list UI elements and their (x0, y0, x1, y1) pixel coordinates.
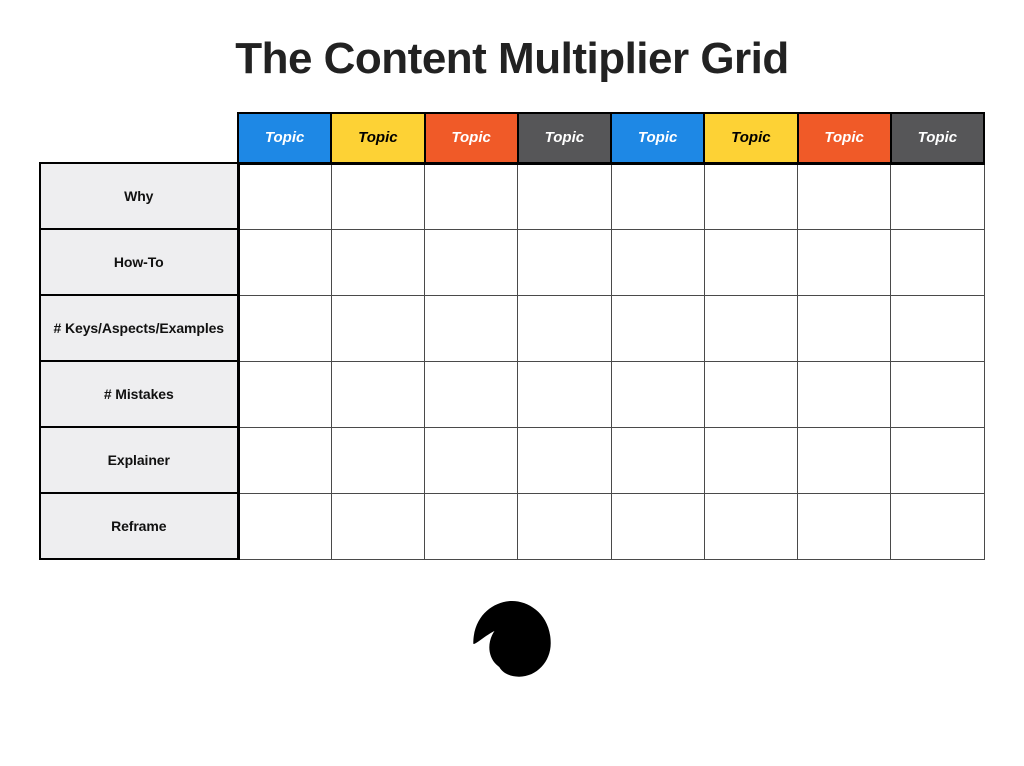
logo-icon (467, 594, 557, 682)
row-label: Why (40, 163, 238, 229)
grid-header-row: Topic Topic Topic Topic Topic Topic Topi… (40, 113, 984, 163)
grid-cell (331, 295, 424, 361)
grid-cell (798, 163, 891, 229)
grid-cell (891, 295, 984, 361)
row-label: How-To (40, 229, 238, 295)
grid-cell (518, 427, 611, 493)
grid-cell (331, 427, 424, 493)
grid-cell (518, 493, 611, 559)
grid-cell (238, 229, 331, 295)
grid-cell (238, 295, 331, 361)
grid-cell (425, 493, 518, 559)
grid-cell (238, 427, 331, 493)
grid-cell (331, 163, 424, 229)
grid-cell (891, 163, 984, 229)
grid-cell (704, 427, 797, 493)
row-label: # Keys/Aspects/Examples (40, 295, 238, 361)
grid-cell (798, 493, 891, 559)
grid-cell (425, 361, 518, 427)
grid-cell (891, 493, 984, 559)
table-row: # Keys/Aspects/Examples (40, 295, 984, 361)
grid-cell (238, 361, 331, 427)
grid-cell (798, 295, 891, 361)
grid-cell (611, 493, 704, 559)
topic-header: Topic (611, 113, 704, 163)
table-row: # Mistakes (40, 361, 984, 427)
grid-cell (611, 163, 704, 229)
grid-cell (518, 229, 611, 295)
grid-cell (798, 361, 891, 427)
topic-header: Topic (331, 113, 424, 163)
grid-cell (704, 295, 797, 361)
grid-cell (425, 295, 518, 361)
grid-cell (704, 163, 797, 229)
grid-cell (331, 493, 424, 559)
grid-cell (891, 427, 984, 493)
table-row: Explainer (40, 427, 984, 493)
grid-cell (611, 295, 704, 361)
table-row: How-To (40, 229, 984, 295)
grid-cell (611, 229, 704, 295)
grid-cell (704, 361, 797, 427)
grid-cell (518, 295, 611, 361)
row-label: Explainer (40, 427, 238, 493)
grid-cell (611, 427, 704, 493)
grid-cell (331, 229, 424, 295)
grid-table: Topic Topic Topic Topic Topic Topic Topi… (39, 112, 985, 560)
topic-header: Topic (891, 113, 984, 163)
topic-header: Topic (518, 113, 611, 163)
grid-cell (891, 229, 984, 295)
grid-cell (798, 427, 891, 493)
grid-corner-cell (40, 113, 238, 163)
grid-cell (704, 493, 797, 559)
row-label: Reframe (40, 493, 238, 559)
grid-cell (611, 361, 704, 427)
grid-cell (425, 163, 518, 229)
page-title: The Content Multiplier Grid (235, 34, 789, 84)
grid-cell (238, 163, 331, 229)
grid-cell (891, 361, 984, 427)
row-label: # Mistakes (40, 361, 238, 427)
topic-header: Topic (238, 113, 331, 163)
topic-header: Topic (425, 113, 518, 163)
grid-cell (518, 361, 611, 427)
grid-cell (238, 493, 331, 559)
grid-cell (331, 361, 424, 427)
grid-cell (704, 229, 797, 295)
topic-header: Topic (704, 113, 797, 163)
grid-cell (798, 229, 891, 295)
grid-cell (425, 229, 518, 295)
grid-cell (518, 163, 611, 229)
table-row: Reframe (40, 493, 984, 559)
grid-cell (425, 427, 518, 493)
topic-header: Topic (798, 113, 891, 163)
content-multiplier-grid: Topic Topic Topic Topic Topic Topic Topi… (39, 112, 985, 560)
table-row: Why (40, 163, 984, 229)
